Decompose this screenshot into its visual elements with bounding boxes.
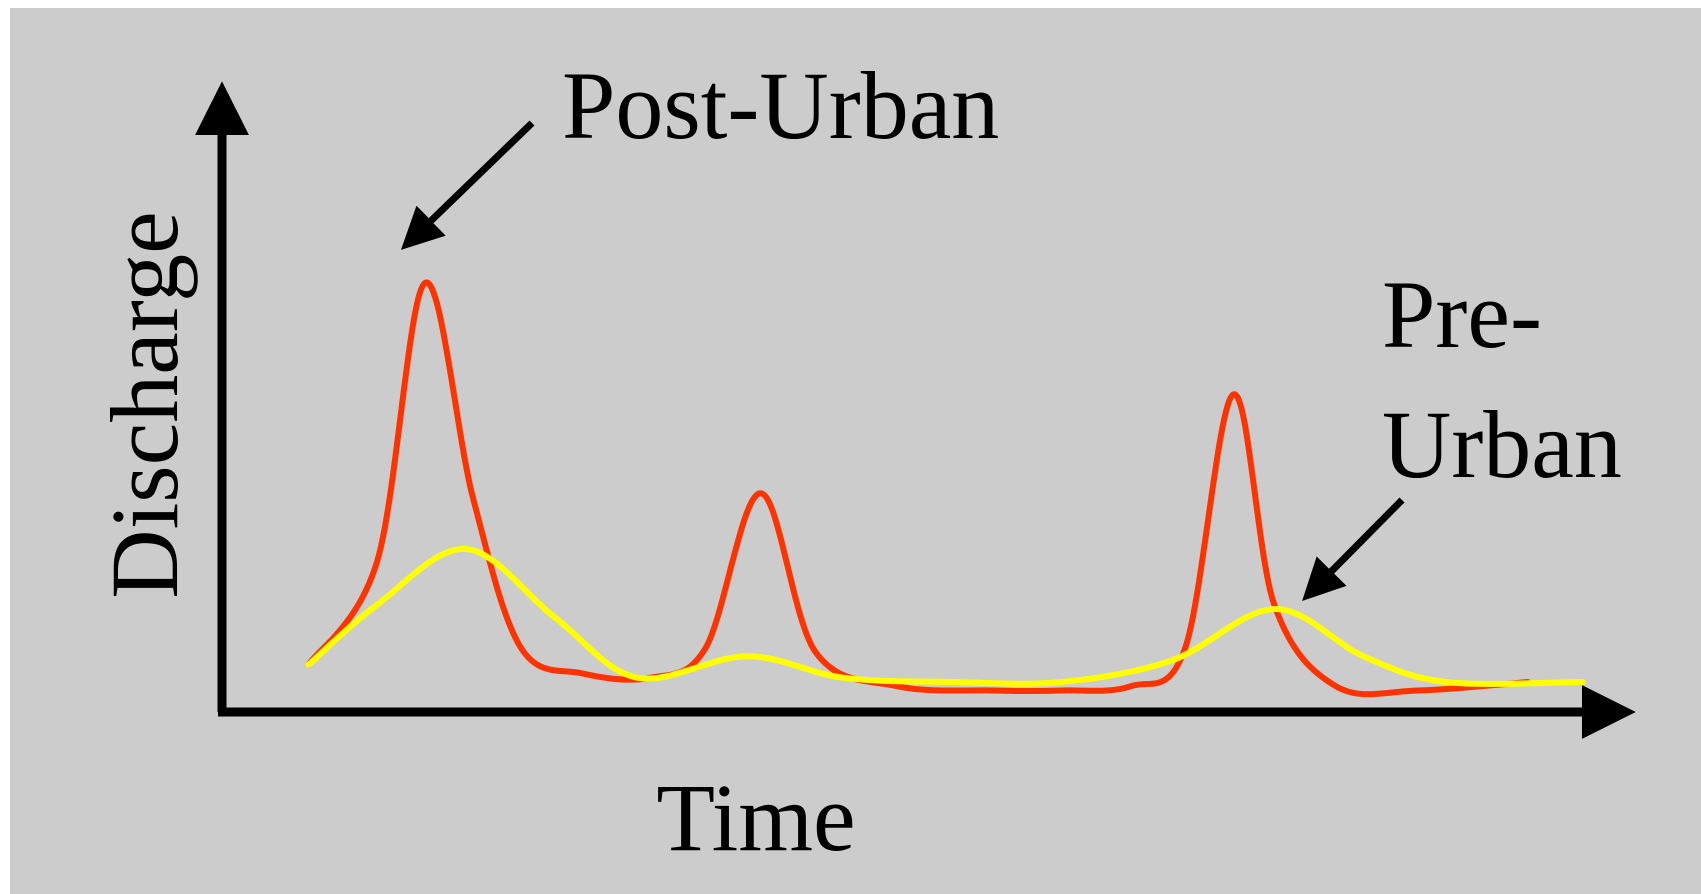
x-axis-label: Time <box>656 764 855 871</box>
pre-urban-pointer-arrow <box>1302 497 1405 601</box>
post-urban-annotation: Post-Urban <box>562 52 999 159</box>
post-urban-series-line <box>305 279 1531 698</box>
pre-urban-annotation-line-1: Pre- <box>1382 261 1542 368</box>
pre-urban-annotation-line-2: Urban <box>1382 391 1622 498</box>
post-urban-pointer-arrow <box>400 120 535 250</box>
pre-urban-series-line <box>305 545 1586 687</box>
chart-background <box>10 8 1701 894</box>
y-axis-label: Discharge <box>91 211 198 598</box>
series-layer <box>305 279 1586 698</box>
